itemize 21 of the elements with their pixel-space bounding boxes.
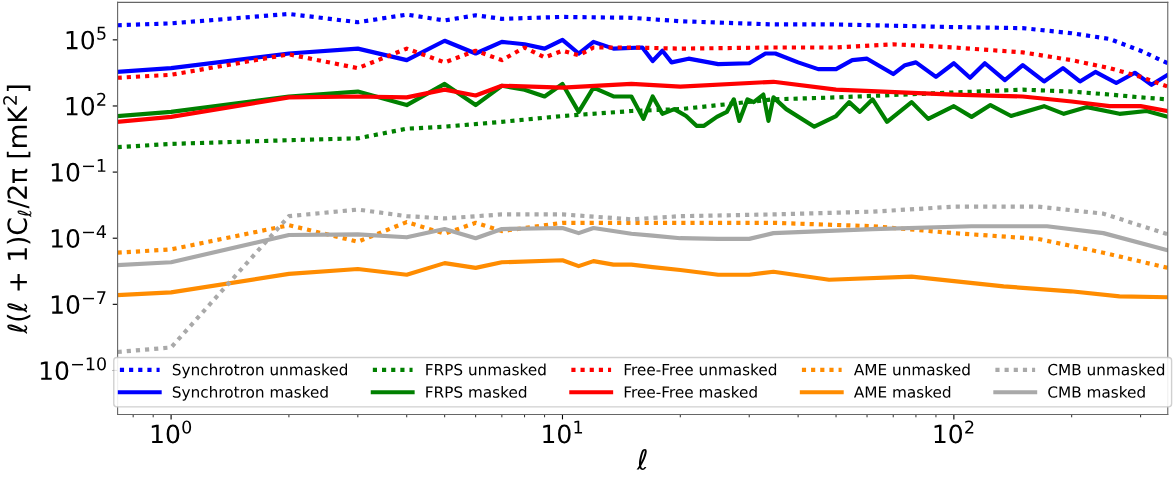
legend-label: AME unmasked <box>853 363 970 376</box>
legend-label: CMB unmasked <box>1048 363 1165 376</box>
y-tick-label: 10$^{−4}$ <box>51 225 106 248</box>
y-tick-label: 10$^{−1}$ <box>51 159 106 182</box>
x-tick-label: 10$^{1}$ <box>543 420 583 444</box>
y-tick-label: 10$^{5}$ <box>66 26 106 50</box>
legend-label: Synchrotron masked <box>172 385 328 401</box>
y-axis-title: ℓ(ℓ + 1)C$_{ℓ}$/2π [mK$^{2}$] <box>3 85 32 335</box>
x-tick-label: 10$^{2}$ <box>934 420 974 444</box>
legend-label: Free-Free unmasked <box>624 363 777 376</box>
x-tick-label: 10$^{0}$ <box>151 420 192 444</box>
x-axis-title: ℓ <box>636 448 647 470</box>
y-tick-label: 10$^{−7}$ <box>51 291 106 315</box>
legend-label: CMB masked <box>1048 385 1145 398</box>
legend-label: FRPS masked <box>426 385 527 398</box>
legend-label: AME masked <box>853 385 951 398</box>
y-tick-label: 10$^{2}$ <box>66 92 106 116</box>
y-tick-label: 10$^{−10}$ <box>40 357 106 381</box>
legend-label: FRPS unmasked <box>426 363 546 376</box>
legend-label: Synchrotron unmasked <box>172 363 347 379</box>
legend-label: Free-Free masked <box>624 385 757 398</box>
